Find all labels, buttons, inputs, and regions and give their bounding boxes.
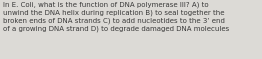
Text: In E. Coli, what is the function of DNA polymerase III? A) to
unwind the DNA hel: In E. Coli, what is the function of DNA …	[3, 1, 229, 32]
